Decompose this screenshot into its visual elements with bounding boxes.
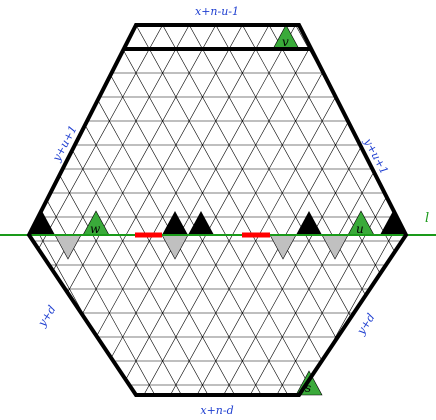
label-s: s [305, 381, 311, 395]
black-triangle-mid-2 [188, 211, 214, 235]
colored-triangles [29, 24, 406, 396]
label-line-l: l [425, 211, 429, 226]
black-triangle-right-1 [296, 211, 322, 235]
grid-line [29, 25, 66, 395]
gray-triangle-4 [321, 234, 349, 260]
label-top: x+n-u-1 [195, 5, 239, 18]
grid-line [429, 25, 436, 420]
grid-line [109, 25, 332, 395]
grid-line [321, 25, 406, 395]
grid-line [259, 25, 406, 395]
grid-line [0, 25, 3, 420]
black-triangle-left [29, 211, 55, 235]
grid-line [29, 25, 190, 395]
grid-line [29, 25, 163, 395]
grid-line [126, 25, 350, 395]
grid-line [135, 25, 358, 395]
hexagon-outline [26, 23, 409, 397]
gray-triangle-1 [54, 234, 82, 260]
grid-line [29, 25, 39, 395]
black-triangle-mid-1 [162, 211, 188, 235]
label-lower-right: y+d [354, 311, 378, 338]
grid-line [0, 25, 12, 420]
grid-line [401, 25, 406, 395]
triangular-grid [0, 25, 436, 420]
label-bottom: x+n-d [200, 404, 233, 417]
label-w: w [90, 222, 101, 236]
black-triangle-right-2 [380, 211, 406, 235]
label-lower-left: y+d [35, 303, 59, 330]
grid-line [100, 25, 323, 395]
label-v: v [282, 35, 289, 49]
grid-line [29, 25, 172, 395]
grid-line [29, 25, 199, 395]
grid-line [29, 25, 30, 395]
gray-triangle-3 [269, 234, 297, 260]
label-u: u [356, 222, 364, 236]
grid-line [233, 25, 406, 395]
grid-line [268, 25, 406, 395]
grid-line [313, 25, 406, 395]
